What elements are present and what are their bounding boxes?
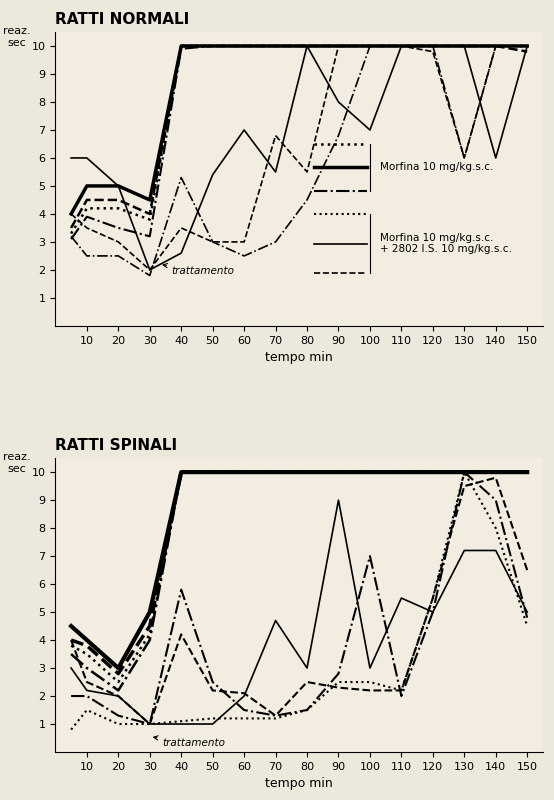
Text: RATTI NORMALI: RATTI NORMALI: [55, 12, 189, 26]
Y-axis label: reaz.
sec: reaz. sec: [3, 26, 30, 48]
Text: trattamento: trattamento: [153, 736, 225, 749]
Text: Morfina 10 mg/kg.s.c.: Morfina 10 mg/kg.s.c.: [379, 162, 493, 172]
Text: RATTI SPINALI: RATTI SPINALI: [55, 438, 177, 453]
X-axis label: tempo min: tempo min: [265, 351, 333, 364]
X-axis label: tempo min: tempo min: [265, 778, 333, 790]
Y-axis label: reaz.
sec: reaz. sec: [3, 452, 30, 474]
Text: trattamento: trattamento: [163, 263, 235, 276]
Text: Morfina 10 mg/kg.s.c.
+ 2802 I.S. 10 mg/kg.s.c.: Morfina 10 mg/kg.s.c. + 2802 I.S. 10 mg/…: [379, 233, 511, 254]
